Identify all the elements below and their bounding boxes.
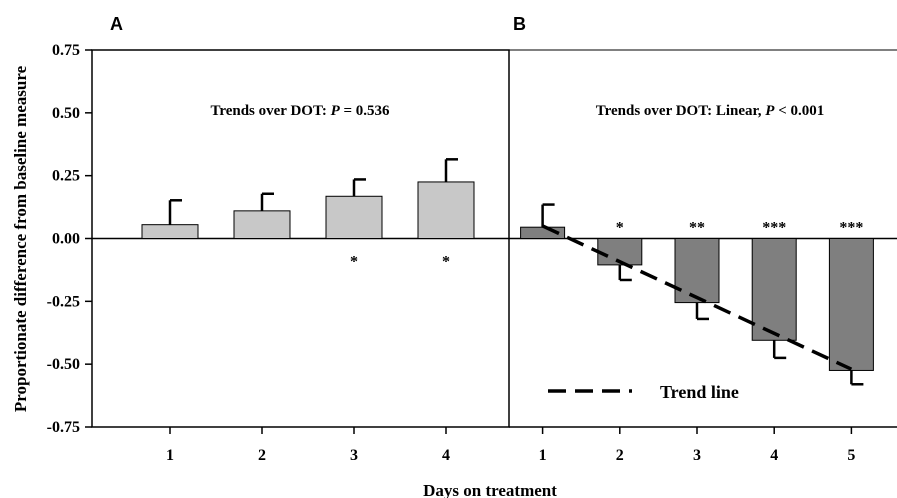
chart-marks: 0.75 0.50 0.25 0.00 -0.25 -0.50 -0.75 1 2 3 * 4 * 1 2 *… <box>47 42 897 464</box>
panel-a-bar <box>141 224 199 239</box>
panel-a-significance-mark: * <box>442 254 450 271</box>
panel-a-bar <box>233 210 291 239</box>
panel-a-x-tick-label: 3 <box>350 447 358 464</box>
panel-b-significance-mark: *** <box>762 220 786 237</box>
x-axis-title: Days on treatment <box>423 481 557 498</box>
y-tick-label: 0.50 <box>52 105 80 122</box>
y-tick-label: -0.25 <box>47 293 80 310</box>
panel-a-bar <box>325 195 383 239</box>
panel-b-x-tick-label: 1 <box>539 447 547 464</box>
y-axis-title: Proportionate difference from baseline m… <box>11 65 30 412</box>
panel-a-x-tick-label: 1 <box>166 447 174 464</box>
panel-a-bar <box>417 181 475 239</box>
panel-b-significance-mark: ** <box>689 220 705 237</box>
panel-b-bar <box>674 238 720 304</box>
y-tick-label: 0.75 <box>52 42 80 59</box>
panel-b-x-tick-label: 2 <box>616 447 624 464</box>
panel-b-label: B <box>513 14 526 34</box>
panel-b-bar <box>828 238 874 371</box>
legend-trend-line-label: Trend line <box>660 382 739 402</box>
panel-a-label: A <box>110 14 123 34</box>
panel-b-significance-mark: *** <box>839 220 863 237</box>
panel-b-x-tick-label: 4 <box>770 447 778 464</box>
y-tick-label: -0.50 <box>47 356 80 373</box>
panel-b-x-tick-label: 5 <box>847 447 855 464</box>
trend-line <box>541 224 853 371</box>
y-tick-label: 0.25 <box>52 168 80 185</box>
y-tick-label: -0.75 <box>47 419 80 436</box>
panel-a-x-tick-label: 4 <box>442 447 450 464</box>
panel-a-significance-mark: * <box>350 254 358 271</box>
panel-b-annotation: Trends over DOT: Linear, P < 0.001 <box>596 103 825 119</box>
panel-a-annotation: Trends over DOT: P = 0.536 <box>210 103 390 119</box>
panel-b-x-tick-label: 3 <box>693 447 701 464</box>
panel-b-bar <box>751 238 797 341</box>
panel-b-significance-mark: * <box>616 220 624 237</box>
panel-a-x-tick-label: 2 <box>258 447 266 464</box>
y-tick-label: 0.00 <box>52 231 80 248</box>
